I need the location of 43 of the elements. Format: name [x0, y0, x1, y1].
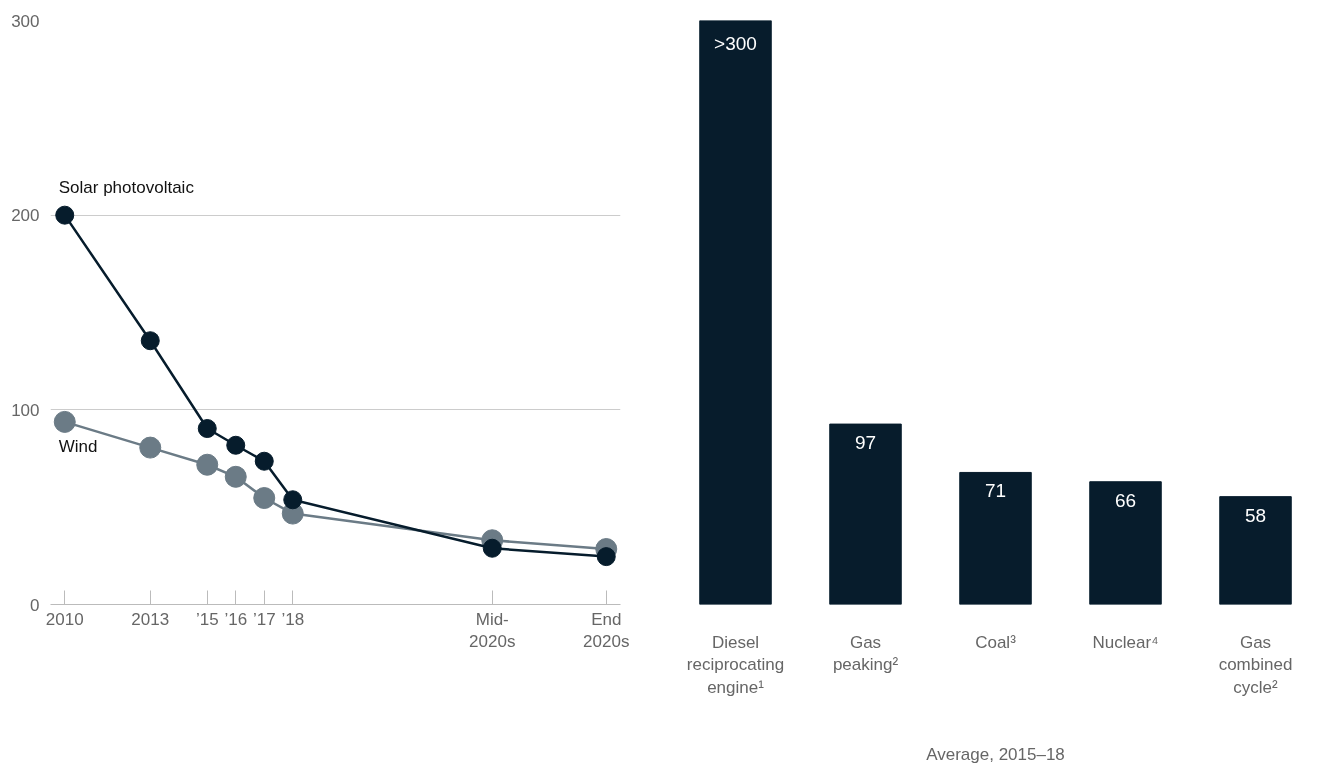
x-tick-label: Gas combined cycle²	[1218, 632, 1293, 698]
x-tick-label: ’15	[195, 609, 219, 629]
bar	[1219, 496, 1292, 605]
point	[253, 487, 276, 509]
bar	[829, 423, 902, 605]
point	[196, 453, 219, 476]
data-label: >300	[714, 32, 757, 54]
x-tick-label: Coal³	[975, 632, 1017, 652]
y-tick-label: 100	[11, 400, 40, 420]
x-tick-label: 2010	[45, 609, 84, 629]
x-tick-label: End 2020s	[583, 609, 630, 652]
data-label: 58	[1244, 504, 1267, 526]
x-tick-label: ’17	[252, 609, 276, 629]
x-tick-label: Mid- 2020s	[469, 609, 516, 652]
y-tick-label: 0	[30, 595, 40, 615]
data-label: 71	[984, 480, 1007, 502]
point	[596, 547, 616, 567]
series-label: Wind	[58, 436, 98, 456]
data-label: 66	[1114, 489, 1137, 511]
x-tick-label: ’16	[224, 609, 248, 629]
x-tick-label: Diesel reciprocating engine¹	[686, 632, 785, 698]
x-axis-title: Average, 2015–18	[926, 745, 1065, 765]
point	[226, 435, 246, 455]
y-tick-label: 300	[11, 11, 40, 31]
data-label: 97	[854, 432, 877, 454]
y-tick-label: 200	[11, 206, 40, 226]
bar	[1089, 481, 1162, 605]
point	[53, 410, 76, 433]
series-label: Solar photovoltaic	[58, 178, 195, 198]
point	[224, 465, 247, 488]
point	[197, 419, 217, 438]
x-tick-label: ’18	[281, 609, 305, 629]
x-tick-label: 2013	[131, 609, 170, 629]
point	[55, 205, 75, 225]
point	[482, 538, 502, 558]
bar	[959, 471, 1032, 605]
x-tick-label: Gas peaking²	[832, 632, 899, 675]
point	[254, 451, 274, 471]
x-tick-label: Nuclear⁴	[1092, 632, 1159, 652]
bar	[699, 20, 772, 605]
point	[140, 331, 160, 351]
point	[283, 490, 303, 510]
point	[139, 436, 162, 459]
